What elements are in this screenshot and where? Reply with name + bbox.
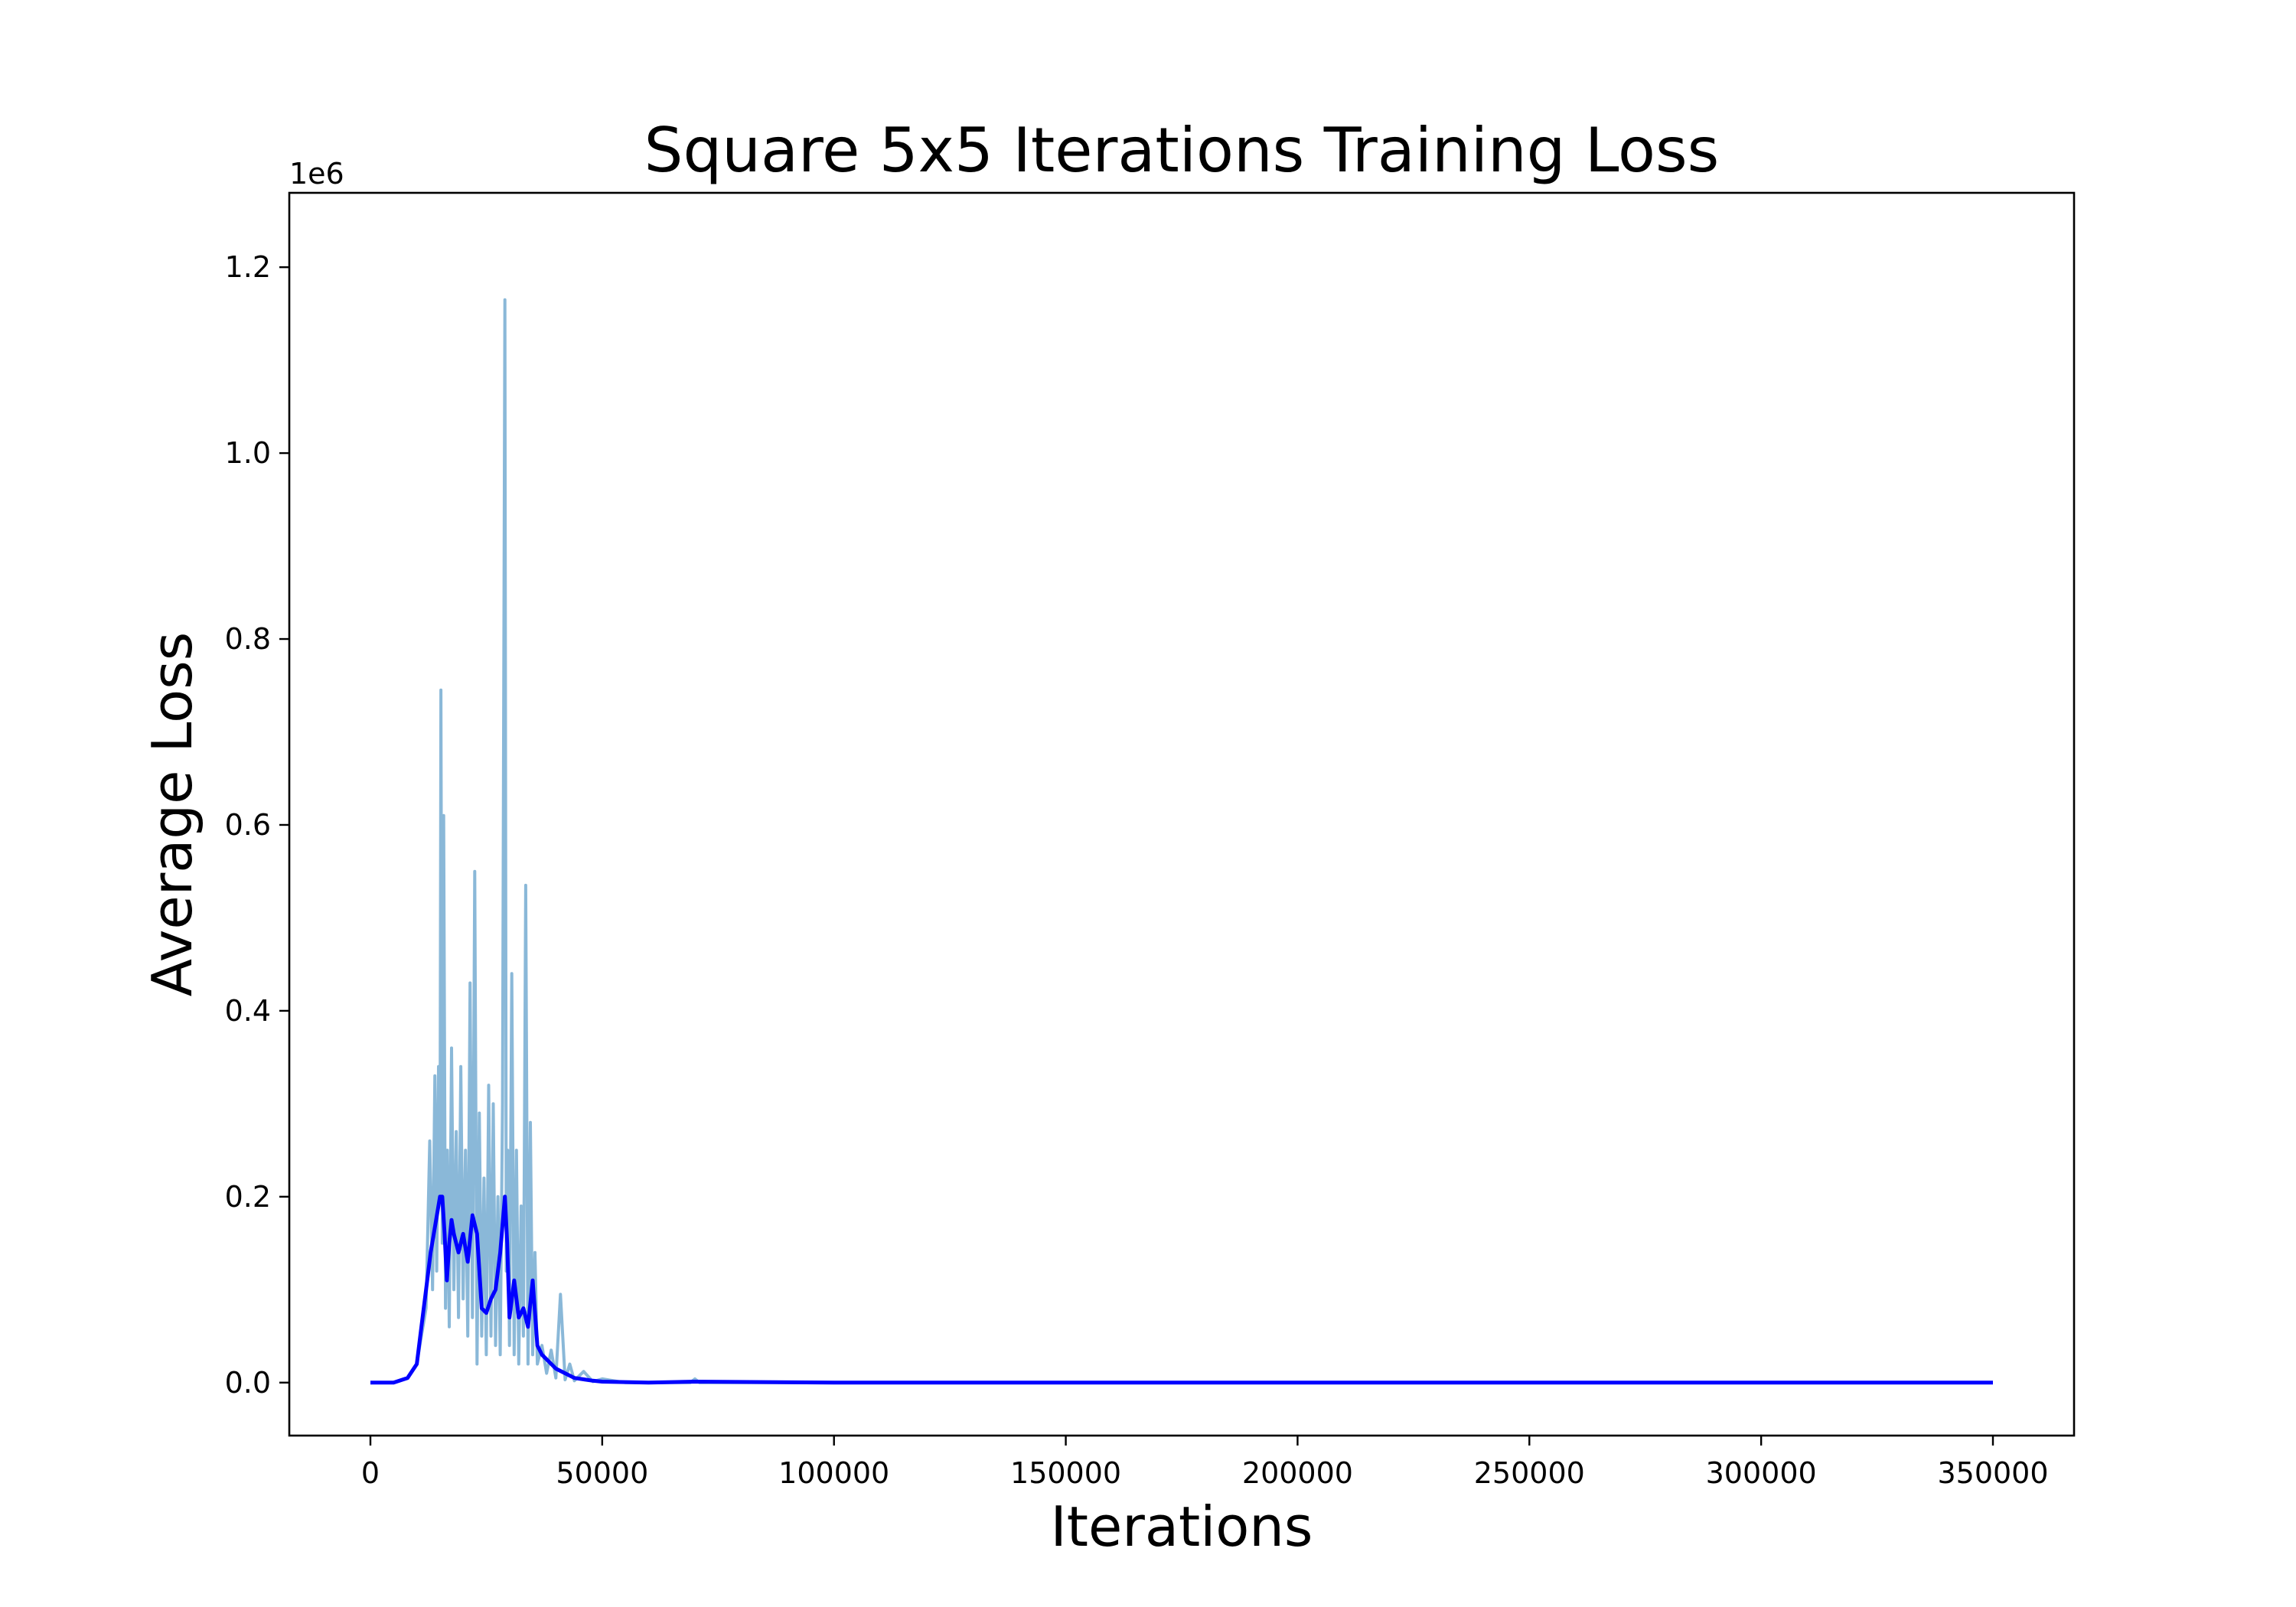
y-tick-label: 0.4: [225, 994, 271, 1028]
x-tick-label: 350000: [1937, 1456, 2048, 1490]
x-tick-label: 0: [361, 1456, 380, 1490]
y-axis-offset-text: 1e6: [289, 157, 344, 191]
x-tick-label: 300000: [1706, 1456, 1817, 1490]
x-tick-label: 200000: [1242, 1456, 1353, 1490]
y-tick-label: 1.2: [225, 250, 271, 284]
y-tick-label: 0.8: [225, 622, 271, 656]
plot-area-frame: [288, 191, 2076, 1437]
chart-title: Square 5x5 Iterations Training Loss: [644, 115, 1720, 186]
x-tick-label: 150000: [1010, 1456, 1121, 1490]
y-tick-label: 0.6: [225, 808, 271, 842]
x-tick-label: 100000: [778, 1456, 889, 1490]
series-line-smoothed: [370, 1195, 1993, 1385]
y-tick-label: 0.0: [225, 1366, 271, 1400]
y-tick-label: 0.2: [225, 1180, 271, 1214]
y-axis-label: Average Loss: [140, 632, 204, 996]
y-axis-ticks: 0.0 0.2 0.4 0.6 0.8 1.0 1.2: [225, 250, 289, 1400]
x-axis-label: Iterations: [1051, 1495, 1313, 1559]
x-tick-label: 250000: [1474, 1456, 1585, 1490]
x-axis-ticks: 0 50000 100000 150000 200000 250000 300000 3500…: [361, 1436, 2049, 1490]
y-tick-label: 1.0: [225, 436, 271, 470]
plot-series-group: [370, 298, 1993, 1385]
x-tick-label: 50000: [556, 1456, 648, 1490]
